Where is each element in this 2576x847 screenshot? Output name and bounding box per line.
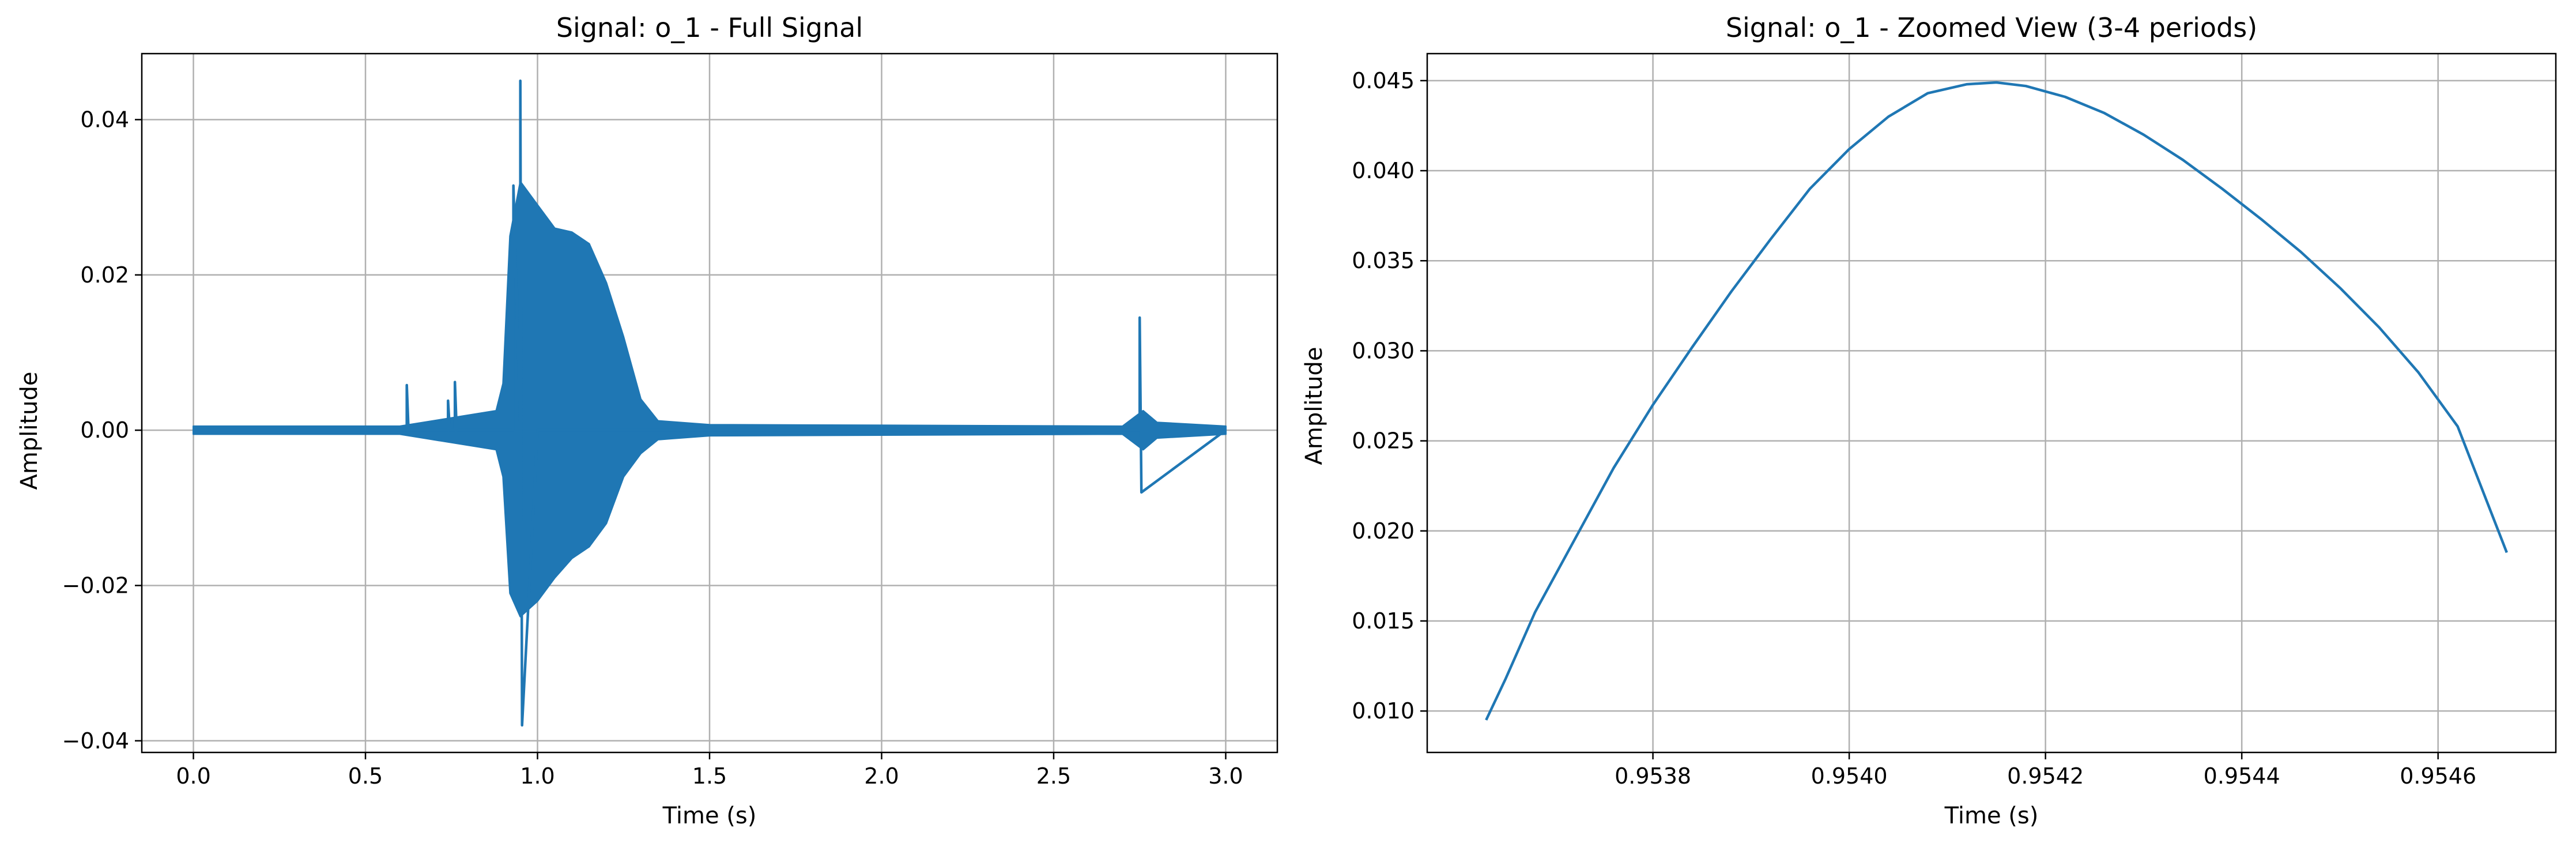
x-tick-label: 0.9544 (2204, 763, 2280, 789)
chart-title: Signal: o_1 - Zoomed View (3-4 periods) (1726, 12, 2257, 43)
grid (142, 54, 1277, 752)
x-tick-label: 0.9538 (1615, 763, 1691, 789)
y-axis-label: Amplitude (16, 372, 43, 490)
grid (1427, 54, 2556, 752)
x-tick-label: 0.0 (176, 763, 210, 789)
plot-area (193, 79, 1227, 727)
axes-frame (141, 52, 1278, 754)
y-tick-label: 0.02 (80, 262, 129, 288)
y-tick-label: 0.045 (1352, 68, 1415, 93)
x-tick-label: 2.5 (1036, 763, 1071, 789)
plot-area (1485, 81, 2508, 721)
y-tick-label: 0.035 (1352, 248, 1415, 273)
y-tick-label: 0.030 (1352, 338, 1415, 363)
chart-full-signal: Signal: o_1 - Full Signal Time (s) Ampli… (16, 12, 1278, 829)
series-line (193, 79, 1227, 727)
x-axis-label: Time (s) (1944, 803, 2039, 829)
x-tick-label: 0.9542 (2007, 763, 2084, 789)
y-tick-label: 0.015 (1352, 608, 1415, 634)
x-tick-label: 2.0 (864, 763, 899, 789)
y-tick-label: 0.00 (80, 417, 129, 443)
x-tick-label: 1.0 (520, 763, 555, 789)
x-tick-label: 1.5 (692, 763, 727, 789)
series-line (1485, 81, 2508, 721)
x-tick-label: 0.9540 (1811, 763, 1888, 789)
chart-title: Signal: o_1 - Full Signal (556, 12, 863, 43)
y-tick-label: 0.020 (1352, 518, 1415, 544)
y-tick-label: 0.04 (80, 107, 129, 132)
y-tick-label: 0.025 (1352, 428, 1415, 454)
y-tick-label: 0.010 (1352, 698, 1415, 724)
x-axis-label: Time (s) (662, 803, 757, 829)
signal-envelope (193, 180, 1227, 618)
x-tick-label: 0.5 (348, 763, 383, 789)
y-tick-label: 0.040 (1352, 158, 1415, 183)
x-tick-label: 0.9546 (2400, 763, 2476, 789)
chart-zoomed-view: Signal: o_1 - Zoomed View (3-4 periods) … (1301, 12, 2557, 829)
y-axis-label: Amplitude (1301, 347, 1327, 465)
x-tick-label: 3.0 (1208, 763, 1243, 789)
y-tick-label: −0.04 (62, 728, 129, 754)
y-tick-label: −0.02 (62, 573, 129, 598)
axes-frame (1426, 52, 2557, 754)
